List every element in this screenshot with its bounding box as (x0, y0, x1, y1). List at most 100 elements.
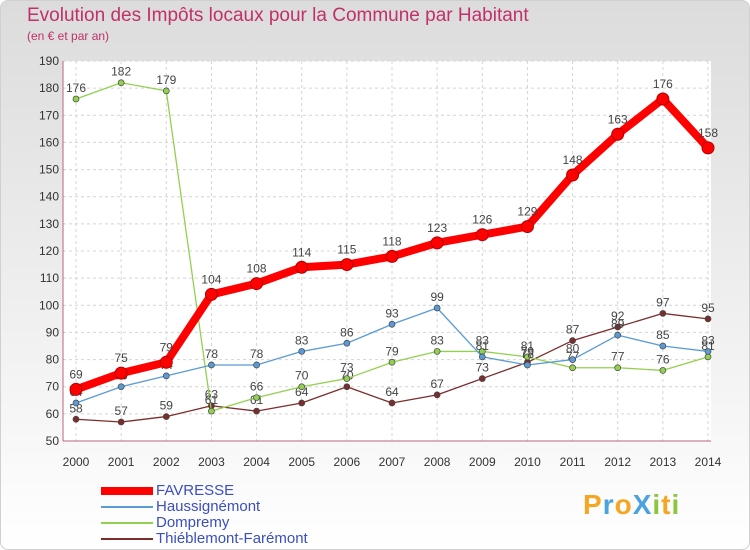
data-point (298, 348, 306, 355)
data-point (114, 366, 128, 380)
y-tick-label: 70 (46, 380, 60, 394)
y-tick-label: 110 (40, 271, 59, 285)
legend-item: FAVRESSE (101, 483, 308, 499)
legend-label: FAVRESSE (156, 482, 235, 499)
data-label: 108 (247, 262, 267, 276)
data-label: 83 (430, 333, 444, 347)
data-point (204, 287, 218, 301)
data-point (433, 391, 441, 399)
data-point (208, 407, 215, 415)
logo-letter: X (632, 489, 653, 520)
data-label: 73 (476, 361, 490, 375)
data-point (162, 87, 170, 95)
proxiti-logo: ProXiti (583, 489, 680, 521)
data-point (340, 258, 354, 272)
legend-swatch (101, 522, 153, 524)
legend-item: Haussignémont (101, 499, 308, 515)
data-label: 104 (201, 272, 221, 286)
data-label: 97 (656, 295, 670, 309)
data-point (117, 79, 125, 87)
data-point (253, 407, 260, 415)
y-tick-label: 180 (39, 81, 59, 95)
data-label: 64 (385, 385, 399, 399)
data-point (704, 348, 712, 355)
x-tick-label: 2014 (695, 455, 722, 469)
y-tick-label: 150 (39, 163, 59, 177)
data-label: 176 (653, 77, 673, 91)
data-point (524, 361, 531, 369)
data-point (250, 277, 264, 291)
x-tick-label: 2012 (604, 455, 631, 469)
data-point (343, 375, 351, 382)
data-label: 61 (205, 393, 219, 407)
data-label: 66 (250, 380, 264, 394)
logo-letter: i (652, 489, 662, 520)
data-label: 126 (472, 213, 492, 227)
data-point (72, 415, 80, 423)
data-point (159, 355, 173, 369)
data-label: 176 (66, 81, 86, 95)
logo-letter: t (661, 489, 672, 520)
data-point (659, 367, 667, 374)
x-tick-label: 2011 (560, 455, 586, 469)
data-point (569, 356, 576, 363)
chart-title: Evolution des Impôts locaux pour la Comm… (27, 5, 529, 26)
data-label: 78 (521, 347, 535, 361)
legend-label: Dompremy (156, 514, 230, 531)
data-label: 115 (337, 243, 356, 257)
data-label: 75 (114, 351, 128, 365)
data-point (388, 320, 396, 328)
x-tick-label: 2013 (650, 455, 677, 469)
data-point (614, 323, 622, 331)
data-label: 114 (292, 245, 311, 259)
y-tick-label: 60 (46, 407, 60, 421)
data-point (69, 382, 83, 396)
legend-item: Thiéblemont-Farémont (101, 531, 308, 547)
x-tick-label: 2008 (424, 455, 451, 469)
data-point (433, 348, 441, 355)
data-label: 81 (476, 339, 490, 353)
data-point (614, 364, 622, 372)
data-point (388, 358, 396, 366)
y-tick-label: 160 (39, 135, 59, 149)
data-point (478, 375, 486, 382)
y-tick-label: 90 (46, 325, 60, 339)
y-tick-label: 50 (46, 434, 60, 448)
data-label: 163 (608, 112, 628, 126)
y-tick-label: 120 (39, 244, 59, 258)
data-label: 67 (430, 377, 444, 391)
data-label: 87 (566, 323, 580, 337)
x-tick-label: 2009 (469, 455, 496, 469)
data-label: 77 (611, 350, 625, 364)
data-point (208, 361, 215, 369)
data-point (388, 399, 396, 407)
data-point (430, 236, 444, 250)
data-point (117, 418, 125, 426)
data-point (659, 310, 667, 317)
data-point (253, 361, 260, 369)
data-label: 79 (160, 340, 174, 354)
data-label: 129 (517, 205, 537, 219)
data-label: 78 (205, 347, 219, 361)
data-point (253, 394, 260, 401)
data-point (569, 364, 576, 372)
x-tick-label: 2006 (334, 455, 361, 469)
data-label: 86 (340, 325, 354, 339)
data-point (569, 337, 576, 344)
data-label: 83 (295, 333, 309, 347)
data-label: 64 (295, 385, 309, 399)
logo-letter: i (671, 489, 681, 520)
data-label: 123 (427, 221, 447, 235)
data-point (659, 342, 667, 350)
x-tick-label: 2001 (108, 455, 135, 469)
y-tick-label: 170 (39, 108, 59, 122)
y-tick-label: 190 (39, 54, 59, 68)
data-label: 79 (521, 344, 535, 358)
legend-item: Dompremy (101, 515, 308, 531)
data-label: 80 (566, 342, 580, 356)
data-point (433, 304, 441, 312)
data-label: 92 (611, 309, 625, 323)
data-label: 78 (250, 347, 264, 361)
